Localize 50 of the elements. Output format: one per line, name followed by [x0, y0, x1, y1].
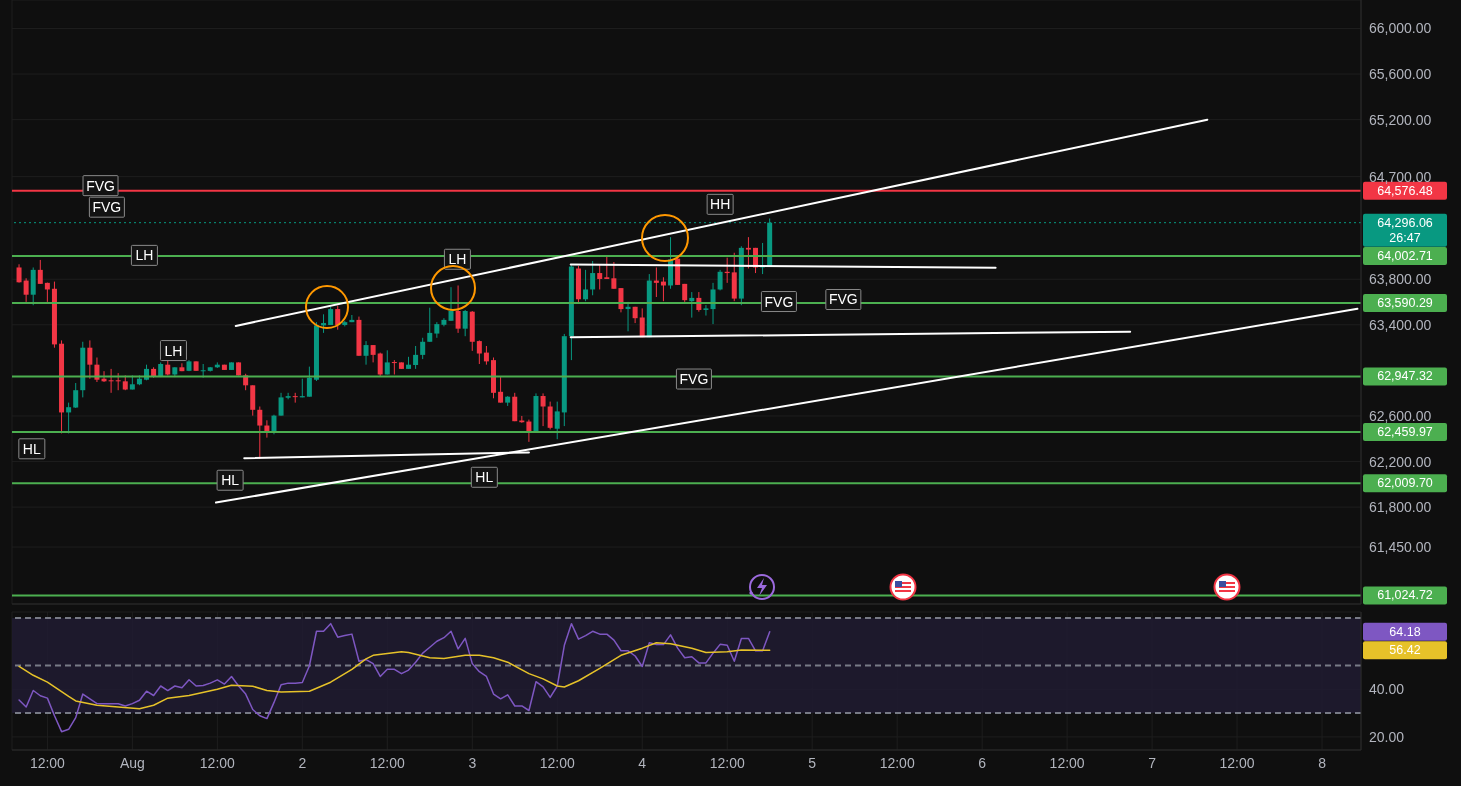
x-tick-label: 12:00 [1219, 754, 1255, 771]
y-tick-label: 62,200.00 [1369, 453, 1432, 470]
x-tick-label: 12:00 [539, 754, 575, 771]
x-tick-label: 7 [1148, 754, 1157, 771]
ref-line-label: 64,002.71 [1377, 249, 1433, 264]
y-tick-label: 64,700.00 [1369, 168, 1432, 185]
ref-line-label: 64,576.48 [1377, 183, 1433, 198]
x-tick-label: 2 [298, 754, 307, 771]
y-tick-label: 61,800.00 [1369, 499, 1432, 516]
annotation: FVG [764, 293, 794, 310]
ref-line-label: 61,024.72 [1377, 588, 1433, 603]
x-tick-label: 8 [1318, 754, 1327, 771]
x-tick-label: 12:00 [369, 754, 406, 771]
x-tick-label: 12:00 [29, 754, 66, 771]
y-tick-label: 65,600.00 [1369, 66, 1432, 83]
y-tick-label: 63,400.00 [1369, 316, 1432, 333]
annotation: HL [221, 472, 240, 489]
y-tick-label: 62,600.00 [1369, 407, 1432, 424]
text: 56.42 [1389, 643, 1421, 658]
y-tick-label: 20.00 [1369, 728, 1405, 745]
x-tick-label: 12:00 [709, 754, 745, 771]
ref-line-label: 62,459.97 [1377, 424, 1433, 439]
ref-line-label: 62,009.70 [1377, 476, 1433, 491]
ref-line-label: 63,590.29 [1377, 296, 1433, 311]
y-tick-label: 65,200.00 [1369, 111, 1432, 128]
annotation: HL [475, 469, 494, 486]
annotation: HL [22, 440, 41, 457]
annotation: HH [710, 196, 731, 213]
x-tick-label: 3 [468, 754, 477, 771]
x-tick-label: 5 [808, 754, 817, 771]
annotation: LH [448, 251, 467, 268]
text: 64.18 [1389, 624, 1421, 639]
annotation: FVG [679, 371, 709, 388]
x-tick-label: 4 [638, 754, 647, 771]
ref-line-label: 62,947.32 [1377, 369, 1433, 384]
y-tick-label: 66,000.00 [1369, 20, 1432, 37]
x-tick-label: 12:00 [879, 754, 915, 771]
x-tick-label: 12:00 [199, 754, 236, 771]
x-tick-label: 6 [978, 754, 987, 771]
annotation: FVG [92, 199, 122, 216]
y-tick-label: 63,800.00 [1369, 271, 1432, 288]
y-tick-label: 40.00 [1369, 681, 1405, 698]
annotation: FVG [828, 291, 858, 308]
x-tick-label: Aug [119, 754, 145, 771]
annotation: LH [135, 247, 154, 264]
y-tick-label: 61,450.00 [1369, 538, 1432, 555]
annotation: LH [164, 342, 183, 359]
x-tick-label: 12:00 [1049, 754, 1085, 771]
ref-line-label: 64,296.06 26:47 [1377, 215, 1433, 245]
annotation: FVG [86, 177, 115, 194]
